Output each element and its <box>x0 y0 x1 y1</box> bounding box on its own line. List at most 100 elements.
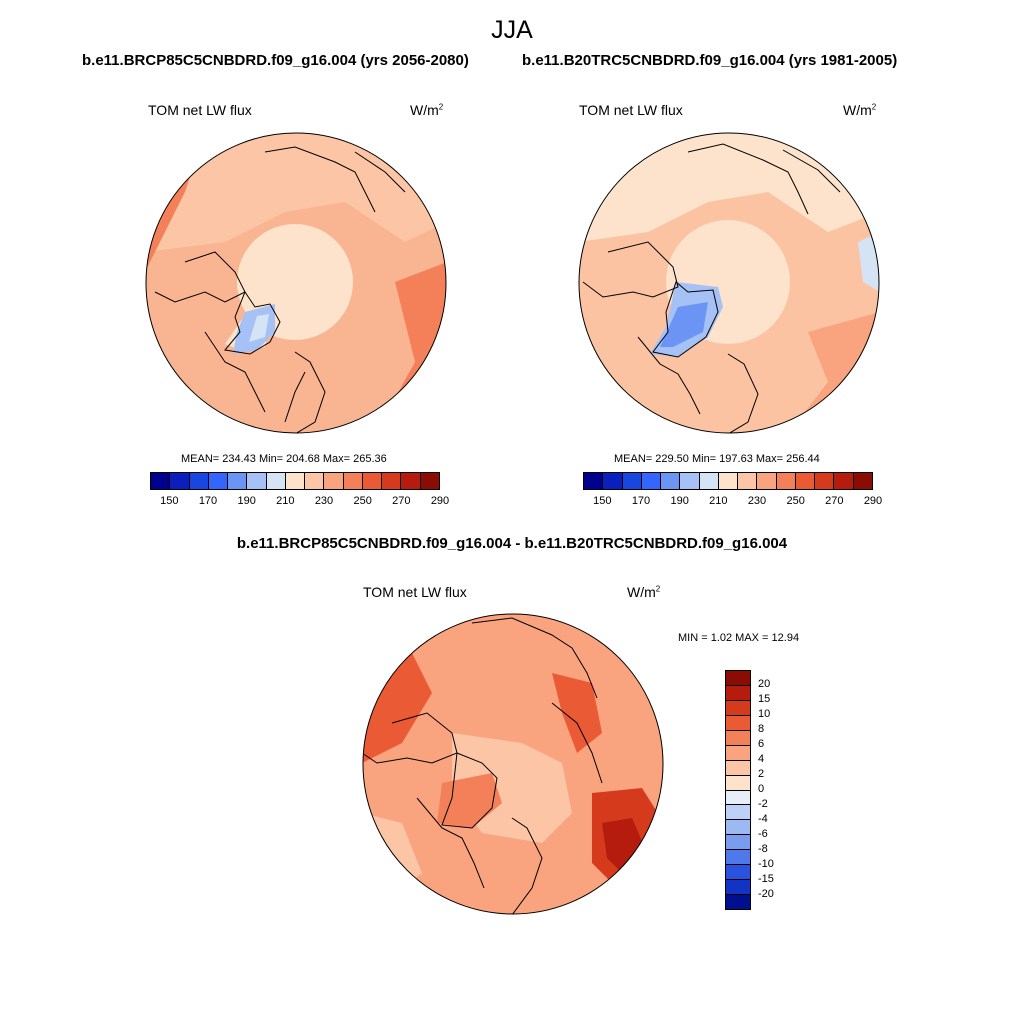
colorbar-tick-label: 0 <box>758 783 765 795</box>
colorbar-tick-label: 150 <box>160 495 179 507</box>
colorbar-tick-label: -6 <box>758 828 768 840</box>
greenland-interior <box>660 302 708 347</box>
colorbar-swatch <box>726 820 750 836</box>
field-region <box>552 673 602 753</box>
right-colorbar-ticks: 150 170 190 210 230 250 270 290 <box>583 495 882 509</box>
colorbar-tick-label: -8 <box>758 843 768 855</box>
colorbar-tick-label: 170 <box>198 495 218 507</box>
right-stats: MEAN= 229.50 Min= 197.63 Max= 256.44 <box>614 453 820 465</box>
colorbar-tick-label: -2 <box>758 798 768 810</box>
colorbar-swatch <box>362 473 383 489</box>
colorbar-swatch <box>584 473 604 489</box>
colorbar-swatch <box>853 473 872 489</box>
left-stats: MEAN= 234.43 Min= 204.68 Max= 265.36 <box>181 453 387 465</box>
diff-variable-label: TOM net LW flux <box>363 584 467 600</box>
diff-stats: MIN = 1.02 MAX = 12.94 <box>678 632 800 644</box>
right-units-label: W/m2 <box>843 102 877 118</box>
colorbar-swatch <box>726 745 750 761</box>
colorbar-swatch <box>726 775 750 791</box>
colorbar-tick-label: -10 <box>758 858 774 870</box>
difference-polar-map <box>362 613 664 915</box>
left-variable-label: TOM net LW flux <box>148 102 252 118</box>
colorbar-tick-label: -20 <box>758 888 774 900</box>
colorbar-tick-label: -15 <box>758 873 774 885</box>
colorbar-tick-label: 170 <box>631 495 651 507</box>
colorbar-swatch <box>726 835 750 851</box>
colorbar-swatch <box>795 473 816 489</box>
colorbar-swatch <box>726 895 750 909</box>
coastlines <box>582 143 841 433</box>
colorbar-swatch <box>420 473 439 489</box>
colorbar-tick-label: 190 <box>670 495 689 507</box>
colorbar-swatch <box>151 473 171 489</box>
colorbar-swatch <box>726 685 750 701</box>
colorbar-tick-label: 230 <box>314 495 334 507</box>
colorbar-swatch <box>726 730 750 746</box>
colorbar-swatch <box>401 473 421 489</box>
greenland-interior <box>249 314 269 342</box>
colorbar-swatch <box>726 850 750 866</box>
colorbar-swatch <box>815 473 835 489</box>
colorbar-tick-label: 270 <box>825 495 844 507</box>
coastlines <box>363 617 603 914</box>
colorbar-swatch <box>285 473 306 489</box>
colorbar-swatch <box>680 473 700 489</box>
colorbar-swatch <box>738 473 758 489</box>
colorbar-swatch <box>266 473 286 489</box>
colorbar-tick-label: 15 <box>758 693 771 705</box>
colorbar-tick-label: 250 <box>786 495 805 507</box>
colorbar-tick-label: 290 <box>863 495 883 507</box>
colorbar-swatch <box>641 473 662 489</box>
left-colorbar <box>150 472 440 490</box>
colorbar-tick-label: 230 <box>747 495 767 507</box>
colorbar-swatch <box>726 805 750 821</box>
colorbar-swatch <box>726 880 750 896</box>
colorbar-tick-label: 20 <box>758 678 771 690</box>
colorbar-tick-label: 210 <box>276 495 295 507</box>
left-colorbar-ticks: 150 170 190 210 230 250 270 290 <box>150 495 449 509</box>
colorbar-tick-label: 6 <box>758 738 765 750</box>
map-border <box>145 132 447 434</box>
colorbar-swatch <box>726 760 750 776</box>
colorbar-swatch <box>726 671 750 686</box>
right-polar-map <box>578 132 880 434</box>
colorbar-swatch <box>189 473 209 489</box>
colorbar-tick-label: 8 <box>758 723 765 735</box>
colorbar-tick-label: 290 <box>430 495 450 507</box>
field-region <box>579 133 879 242</box>
colorbar-swatch <box>622 473 642 489</box>
diff-units-label: W/m2 <box>627 584 661 600</box>
coastlines <box>154 146 406 433</box>
colorbar-swatch <box>726 790 750 806</box>
colorbar-swatch <box>603 473 623 489</box>
colorbar-swatch <box>170 473 190 489</box>
right-run-title: b.e11.B20TRC5CNBDRD.f09_g16.004 (yrs 198… <box>522 52 898 69</box>
right-variable-label: TOM net LW flux <box>579 102 683 118</box>
colorbar-tick-label: 150 <box>593 495 612 507</box>
colorbar-tick-label: 4 <box>758 753 765 765</box>
left-run-title: b.e11.BRCP85C5CNBDRD.f09_g16.004 (yrs 20… <box>82 52 469 69</box>
colorbar-swatch <box>382 473 402 489</box>
colorbar-swatch <box>305 473 325 489</box>
left-polar-map <box>145 132 447 434</box>
colorbar-swatch <box>834 473 854 489</box>
colorbar-swatch <box>726 700 750 716</box>
colorbar-swatch <box>726 865 750 881</box>
colorbar-swatch <box>247 473 267 489</box>
colorbar-tick-label: 270 <box>392 495 411 507</box>
colorbar-swatch <box>726 715 750 731</box>
colorbar-tick-label: 250 <box>353 495 372 507</box>
colorbar-swatch <box>776 473 796 489</box>
colorbar-swatch <box>757 473 777 489</box>
colorbar-swatch <box>661 473 681 489</box>
season-title: JJA <box>491 16 533 44</box>
colorbar-swatch <box>699 473 719 489</box>
colorbar-tick-label: 210 <box>709 495 728 507</box>
field-region <box>146 133 446 252</box>
colorbar-tick-label: 190 <box>237 495 256 507</box>
map-border <box>362 613 664 915</box>
difference-title: b.e11.BRCP85C5CNBDRD.f09_g16.004 - b.e11… <box>236 535 788 552</box>
colorbar-swatch <box>718 473 739 489</box>
colorbar-swatch <box>343 473 363 489</box>
colorbar-tick-label: 10 <box>758 708 771 720</box>
